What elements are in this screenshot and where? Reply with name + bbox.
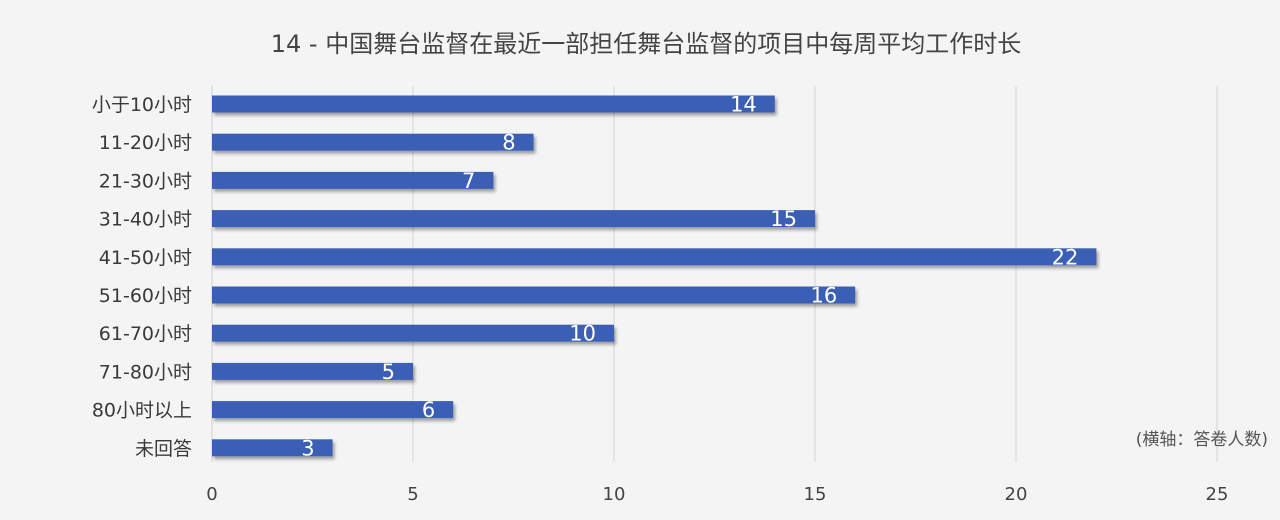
category-label: 61-70小时 <box>99 323 192 345</box>
bar-value-label: 5 <box>382 360 395 384</box>
x-tick-label: 20 <box>1005 484 1028 505</box>
chart-title: 14 - 中国舞台监督在最近一部担任舞台监督的项目中每周平均工作时长 <box>271 30 1021 58</box>
bar <box>212 286 856 304</box>
category-label: 51-60小时 <box>99 285 192 307</box>
category-label: 71-80小时 <box>99 361 192 383</box>
category-labels: 小于10小时 11-20小时 21-30小时 31-40小时 41-50小时 51-60小… <box>92 94 192 460</box>
category-label: 21-30小时 <box>99 170 192 192</box>
bar-value-label: 8 <box>502 131 515 155</box>
x-tick-label: 5 <box>407 484 418 505</box>
category-label: 80小时以上 <box>92 400 192 422</box>
category-label: 41-50小时 <box>99 247 192 269</box>
x-tick-label: 0 <box>206 484 217 505</box>
bar-value-label: 7 <box>462 169 475 193</box>
category-label: 小于10小时 <box>92 94 192 116</box>
bar-value-label: 16 <box>810 284 837 308</box>
category-label: 未回答 <box>135 438 192 460</box>
bar-value-label: 14 <box>730 93 757 117</box>
bar-value-label: 10 <box>569 322 596 346</box>
x-tick-label: 25 <box>1206 484 1229 505</box>
bar <box>212 401 454 419</box>
bar <box>212 171 494 189</box>
bar-value-label: 22 <box>1052 245 1079 269</box>
bar <box>212 362 413 380</box>
bar-value-label: 15 <box>770 207 797 231</box>
category-label: 11-20小时 <box>99 132 192 154</box>
bar <box>212 133 534 151</box>
bar <box>212 248 1097 266</box>
bars: 14 8 7 15 22 16 10 5 6 3 <box>212 93 1097 460</box>
x-axis-label: (横轴：答卷人数) <box>1136 430 1268 450</box>
x-tick-label: 15 <box>804 484 827 505</box>
bar-value-label: 3 <box>301 436 314 460</box>
x-tick-label: 10 <box>603 484 626 505</box>
bar-value-label: 6 <box>422 398 435 422</box>
category-label: 31-40小时 <box>99 209 192 231</box>
x-axis-ticks: 0 5 10 15 20 25 <box>206 484 1228 505</box>
bar <box>212 95 775 113</box>
bar <box>212 324 614 342</box>
bar <box>212 210 815 228</box>
bar <box>212 439 333 457</box>
